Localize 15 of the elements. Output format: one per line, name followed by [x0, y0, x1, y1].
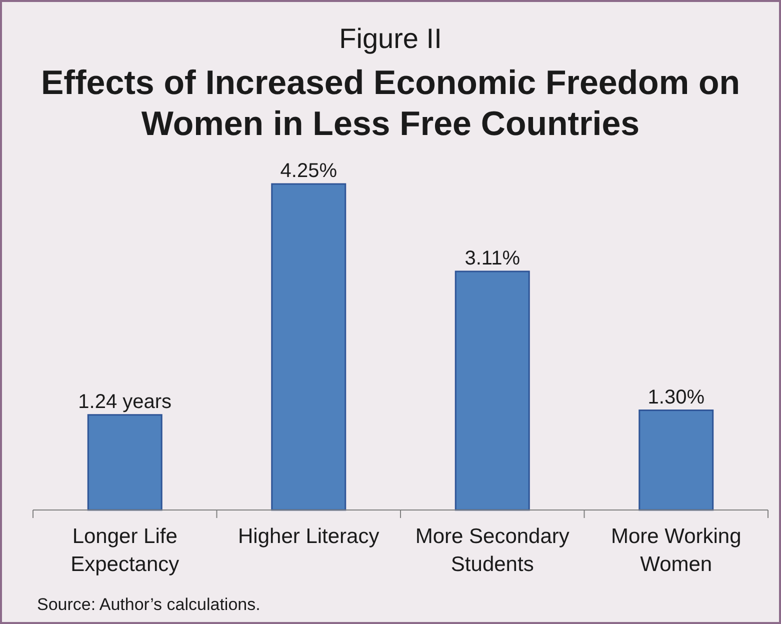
x-tick-label: More Secondary Students [415, 525, 570, 576]
source-note: Source: Author’s calculations. [37, 595, 260, 614]
bar [271, 183, 346, 511]
data-label: 4.25% [280, 160, 338, 182]
bar [454, 270, 530, 511]
bar [87, 414, 162, 511]
data-label: 1.30% [648, 386, 705, 408]
data-label: 1.24 years [78, 390, 172, 413]
chart-subtitle: Effects of Increased Economic Freedom on Women in Less Free Countries [40, 64, 740, 143]
x-tick-label: More Working Women [610, 525, 742, 576]
x-tick-label: Longer Life Expectancy [70, 525, 180, 576]
bar [638, 410, 714, 511]
chart-title: Figure II [339, 23, 442, 54]
data-label: 3.11% [464, 247, 520, 270]
x-tick-label: Higher Literacy [238, 525, 380, 548]
